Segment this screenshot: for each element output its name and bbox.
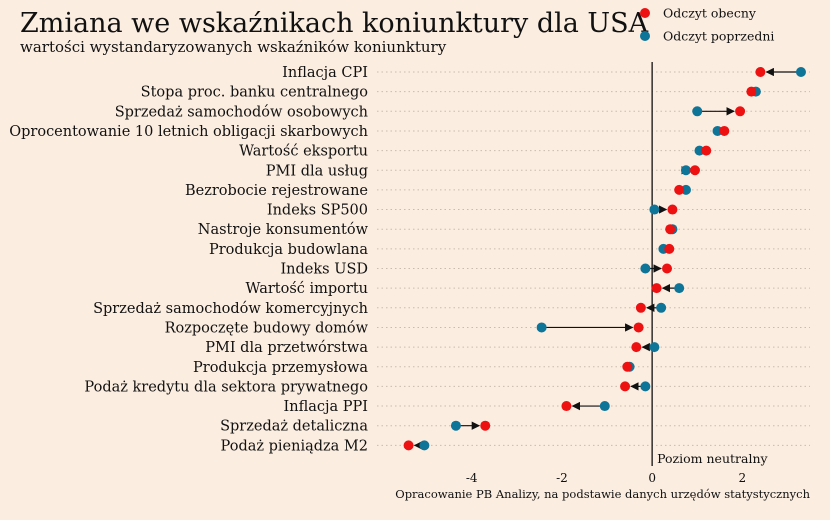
chart-title: Zmiana we wskaźnikach koniunktury dla US…: [20, 8, 649, 39]
category-label: Sprzedaż samochodów komercyjnych: [93, 301, 368, 317]
category-label: Inflacja PPI: [284, 399, 369, 415]
x-tick-label: -4: [466, 471, 478, 485]
previous-point: [656, 302, 667, 313]
grid-lines: [377, 71, 810, 446]
category-label: Wartość eksportu: [239, 144, 368, 160]
previous-point: [649, 204, 660, 215]
current-point: [674, 184, 685, 195]
previous-point: [692, 106, 703, 117]
current-point: [620, 381, 631, 392]
current-point: [746, 86, 757, 97]
current-point: [667, 204, 678, 215]
x-axis: Poziom neutralny -4 -2 0 2: [466, 62, 768, 485]
legend-label-current: Odczyt obecny: [663, 6, 757, 21]
category-label: Indeks SP500: [267, 203, 368, 219]
category-label: Podaż kredytu dla sektora prywatnego: [84, 379, 368, 395]
category-label: Stopa proc. banku centralnego: [141, 85, 368, 101]
x-tick-label: -2: [556, 471, 568, 485]
category-label: Oprocentowanie 10 letnich obligacji skar…: [9, 124, 368, 140]
chart-marks: [403, 67, 806, 451]
current-point: [480, 420, 491, 431]
legend-label-previous: Odczyt poprzedni: [663, 29, 774, 44]
previous-point: [450, 420, 461, 431]
current-point: [635, 302, 646, 313]
previous-point: [649, 342, 660, 353]
x-tick-label: 2: [739, 471, 747, 485]
category-label: PMI dla przetwórstwa: [205, 340, 368, 356]
previous-point: [640, 263, 651, 274]
current-point: [403, 440, 414, 451]
category-label: Wartość importu: [246, 281, 368, 297]
previous-point: [795, 67, 806, 77]
previous-point: [680, 165, 691, 176]
current-point: [701, 145, 712, 156]
category-label: Inflacja CPI: [282, 65, 368, 81]
category-label: Sprzedaż detaliczna: [220, 419, 368, 435]
legend-marker-previous: [640, 31, 650, 41]
current-point: [664, 243, 675, 254]
category-label: Indeks USD: [280, 262, 368, 278]
previous-point: [640, 381, 651, 392]
current-point: [651, 283, 662, 294]
current-point: [631, 342, 642, 353]
category-label: Produkcja budowlana: [209, 242, 368, 258]
previous-point: [674, 283, 685, 294]
x-tick-label: 0: [648, 471, 656, 485]
previous-point: [599, 401, 610, 412]
current-point: [755, 67, 766, 77]
legend: Odczyt obecny Odczyt poprzedni: [640, 6, 774, 44]
current-point: [665, 224, 676, 235]
category-label: Rozpoczęte budowy domów: [165, 320, 369, 336]
previous-point: [536, 322, 547, 333]
category-label: Podaż pieniądza M2: [221, 438, 368, 454]
category-label: Produkcja przemysłowa: [193, 360, 368, 376]
category-label: Sprzedaż samochodów osobowych: [115, 104, 368, 120]
category-label: PMI dla usług: [266, 163, 368, 179]
current-point: [719, 125, 730, 136]
neutral-label: Poziom neutralny: [657, 451, 768, 466]
chart-subtitle: wartości wystandaryzowanych wskaźników k…: [20, 38, 447, 56]
category-labels: Inflacja CPI Stopa proc. banku centralneg…: [9, 65, 368, 454]
legend-marker-current: [640, 8, 650, 18]
current-point: [622, 361, 633, 372]
category-label: Nastroje konsumentów: [198, 222, 369, 238]
current-point: [689, 165, 700, 176]
current-point: [735, 106, 746, 117]
current-point: [633, 322, 644, 333]
current-point: [561, 401, 572, 412]
previous-point: [419, 440, 430, 451]
source-note: Opracowanie PB Analizy, na podstawie dan…: [395, 487, 810, 501]
category-label: Bezrobocie rejestrowane: [185, 183, 368, 199]
current-point: [662, 263, 673, 274]
